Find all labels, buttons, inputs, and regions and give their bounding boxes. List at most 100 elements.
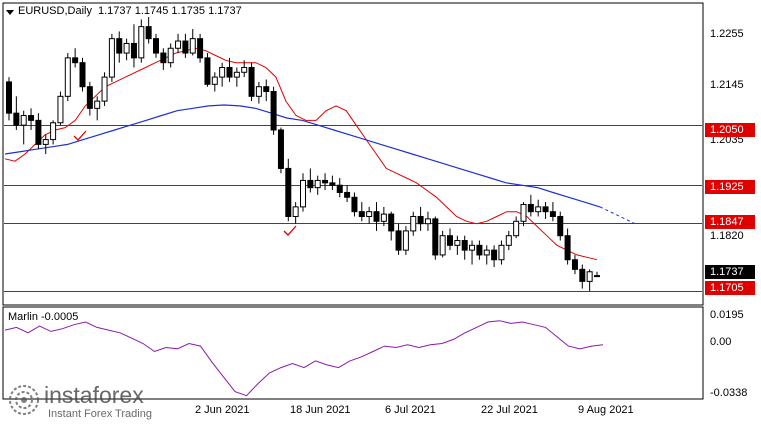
candle-body xyxy=(153,38,159,54)
candle-body xyxy=(189,38,196,54)
candle-body xyxy=(586,271,593,282)
candle-body xyxy=(432,218,439,256)
candle-body xyxy=(322,179,329,184)
candle-body xyxy=(388,213,395,232)
candle-body xyxy=(270,91,277,131)
candle-body xyxy=(395,230,402,251)
candle-body xyxy=(197,38,204,59)
candle-body xyxy=(130,42,137,59)
candle-body xyxy=(498,244,505,261)
candle-body xyxy=(483,249,490,256)
date-label: 2 Jun 2021 xyxy=(195,404,250,416)
candle-body xyxy=(35,119,42,145)
candle-body xyxy=(292,206,299,217)
candle-body xyxy=(167,47,174,64)
chart-menu-icon[interactable] xyxy=(6,10,14,15)
candle-body xyxy=(145,26,152,40)
candle-body xyxy=(72,57,79,64)
level-label-4: 1.1705 xyxy=(705,281,755,295)
candle-body xyxy=(204,57,211,85)
candle-body xyxy=(527,203,534,213)
date-label: 9 Aug 2021 xyxy=(578,404,634,416)
ma-slow-line xyxy=(4,104,601,208)
check-mark-icon xyxy=(73,130,87,141)
candle-body xyxy=(241,66,248,73)
candle-body xyxy=(86,86,93,109)
candle-body xyxy=(255,86,262,97)
candle-body xyxy=(571,259,578,270)
candle-body xyxy=(344,191,351,198)
candle-body xyxy=(13,112,20,126)
candle-body xyxy=(373,211,380,222)
date-label: 18 Jun 2021 xyxy=(290,404,351,416)
price-tick: 1.2255 xyxy=(710,28,744,40)
candle-body xyxy=(351,196,358,213)
candle-body xyxy=(182,40,189,54)
candle-body xyxy=(248,66,255,97)
candle-body xyxy=(94,100,101,109)
date-label: 6 Jul 2021 xyxy=(385,404,436,416)
candle-body xyxy=(542,206,549,213)
indicator-tick: 0.00 xyxy=(710,336,732,348)
candle-body xyxy=(211,76,218,85)
candle-body xyxy=(594,275,600,278)
candle-body xyxy=(520,203,527,222)
candle-body xyxy=(476,244,483,256)
candle-body xyxy=(219,66,226,78)
candle-body xyxy=(277,129,284,169)
candle-body xyxy=(505,235,512,246)
level-label-2: 1.1925 xyxy=(705,180,755,194)
candle-body xyxy=(101,76,108,102)
candle-body xyxy=(557,215,564,237)
candle-body xyxy=(454,240,461,246)
candle-body xyxy=(549,211,556,217)
candle-body xyxy=(42,139,49,145)
candle-body xyxy=(447,235,453,246)
level-label-1: 1.2050 xyxy=(705,123,755,137)
price-tick: 1.1820 xyxy=(710,230,744,242)
candle-body xyxy=(410,215,417,232)
candle-body xyxy=(461,240,468,251)
indicator-tick: -0.0338 xyxy=(710,387,748,399)
level-label-3: 1.1847 xyxy=(705,215,755,229)
symbol-title: EURUSD,Daily xyxy=(18,5,92,17)
candle-body xyxy=(50,122,57,141)
date-label: 22 Jul 2021 xyxy=(481,404,538,416)
candle-body xyxy=(513,220,520,237)
candle-body xyxy=(366,211,373,217)
candle-body xyxy=(424,218,431,225)
candle-body xyxy=(439,235,446,256)
candle-body xyxy=(336,184,343,193)
indicator-label: Marlin -0.0005 xyxy=(8,311,79,323)
price-tick: 1.2145 xyxy=(710,79,744,91)
candle-body xyxy=(233,71,240,78)
candle-body xyxy=(314,179,321,189)
candle-body xyxy=(108,38,115,78)
candle-body xyxy=(57,95,64,124)
candle-body xyxy=(79,62,86,88)
logo-brand: instaforex xyxy=(44,382,144,408)
candle-body xyxy=(28,115,35,121)
candle-body xyxy=(226,66,233,78)
candle-body xyxy=(417,215,424,225)
candle-body xyxy=(263,86,270,93)
current-price-label: 1.1737 xyxy=(705,265,755,279)
price-pane-frame xyxy=(2,2,704,306)
candle-body xyxy=(307,179,314,189)
candle-body xyxy=(138,26,145,59)
candle-body xyxy=(491,249,498,261)
candle-body xyxy=(564,235,571,261)
candle-body xyxy=(160,52,167,64)
candle-body xyxy=(535,206,542,213)
instaforex-logo: instaforex Instant Forex Trading xyxy=(2,380,178,422)
candle-body xyxy=(300,179,306,208)
ma-slow-projection xyxy=(599,206,636,225)
indicator-tick: 0.0195 xyxy=(710,309,744,321)
candle-body xyxy=(123,42,130,54)
check-mark-icon xyxy=(283,225,297,236)
indicator-pane-frame xyxy=(2,306,704,400)
candle-body xyxy=(175,40,182,49)
candle-body xyxy=(64,57,71,97)
ohlc-readout: 1.1737 1.1745 1.1735 1.1737 xyxy=(98,5,242,17)
